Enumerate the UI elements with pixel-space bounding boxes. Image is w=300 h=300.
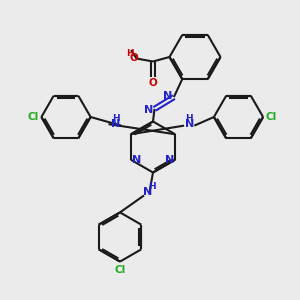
Text: H: H [185,114,193,123]
Text: O: O [148,78,158,88]
Text: N: N [111,119,121,129]
Text: H: H [112,114,120,123]
Text: Cl: Cl [27,112,39,122]
Text: H: H [126,49,134,58]
Text: N: N [144,105,153,116]
Text: Cl: Cl [114,265,126,275]
Text: N: N [132,155,141,165]
Text: N: N [165,155,174,165]
Text: N: N [163,91,172,100]
Text: H: H [148,182,155,191]
Text: Cl: Cl [266,112,277,122]
Text: O: O [130,53,139,63]
Text: N: N [143,187,152,197]
Text: N: N [184,119,194,129]
